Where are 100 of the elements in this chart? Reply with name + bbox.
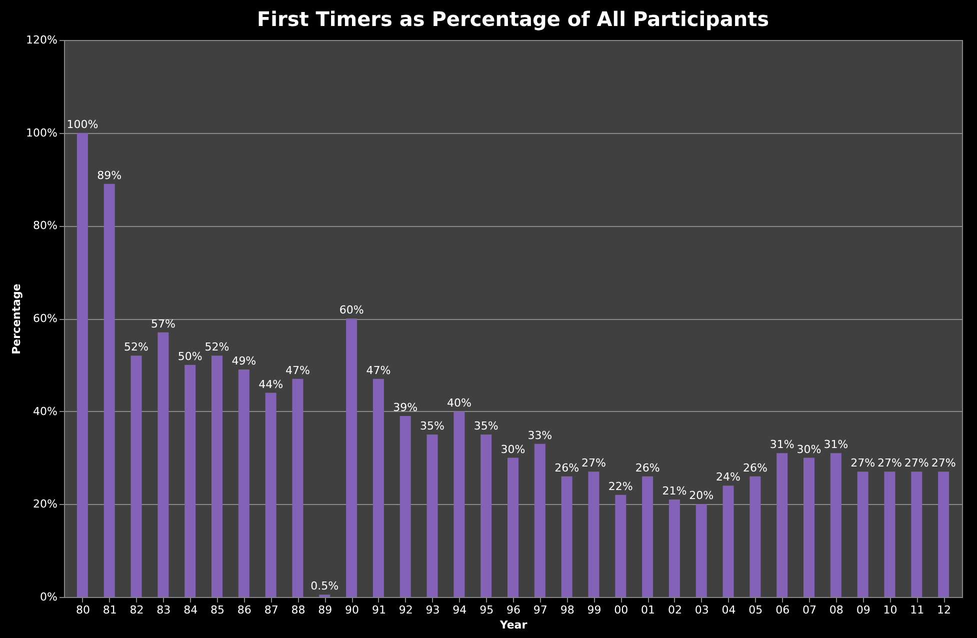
data-label: 26%	[635, 461, 660, 474]
x-tick-label: 12	[937, 604, 952, 616]
x-tick-label: 91	[372, 604, 386, 616]
data-label: 40%	[446, 396, 472, 410]
data-label: 44%	[258, 378, 284, 391]
bar	[804, 458, 814, 597]
x-tick-label: 96	[506, 604, 520, 616]
x-tick-label: 84	[184, 604, 198, 616]
data-label: 35%	[474, 420, 498, 433]
chart-title: First Timers as Percentage of All Participants	[256, 7, 770, 31]
x-axis-title: Year	[498, 618, 528, 632]
data-label: 60%	[339, 304, 364, 316]
bar	[776, 453, 788, 597]
bar	[508, 458, 518, 597]
bar	[130, 356, 142, 597]
x-tick-label: 86	[237, 604, 252, 616]
x-tick-label: 82	[130, 604, 144, 616]
x-tick-label: 87	[264, 604, 278, 616]
data-label: 57%	[150, 317, 176, 330]
bar	[534, 444, 546, 597]
x-tick-label: 06	[776, 604, 790, 616]
data-label: 27%	[850, 456, 876, 470]
data-label: 21%	[662, 484, 687, 498]
x-tick-label: 85	[210, 604, 224, 616]
bar	[426, 434, 438, 597]
bar	[158, 332, 169, 597]
x-tick-label: 99	[587, 604, 602, 616]
bar	[884, 472, 896, 597]
bar	[615, 494, 626, 597]
data-label: 47%	[366, 364, 391, 377]
data-label: 0.5%	[310, 580, 339, 593]
data-label: 49%	[232, 354, 256, 368]
data-label: 33%	[528, 428, 552, 442]
bar	[911, 472, 922, 597]
x-tick-label: 93	[426, 604, 440, 616]
x-tick-label: 11	[910, 604, 924, 616]
y-tick-label: 40%	[33, 404, 58, 418]
bar	[561, 476, 572, 597]
x-tick-label: 00	[614, 604, 628, 616]
bar	[696, 504, 707, 597]
data-label: 31%	[770, 438, 794, 452]
data-label: 22%	[608, 480, 633, 493]
x-tick-label: 07	[802, 604, 816, 616]
bar	[750, 476, 761, 597]
bar	[588, 472, 600, 597]
data-label: 27%	[878, 456, 902, 470]
y-tick-label: 20%	[33, 498, 58, 511]
data-label: 30%	[500, 442, 526, 456]
bar	[400, 416, 411, 597]
x-tick-label: 97	[533, 604, 548, 616]
bar	[372, 378, 384, 597]
bar	[292, 378, 304, 597]
bar	[830, 453, 842, 597]
bar	[238, 370, 250, 597]
x-tick-label: 81	[102, 604, 117, 616]
bar	[642, 476, 654, 597]
data-label: 100%	[66, 118, 98, 131]
x-tick-label: 03	[694, 604, 709, 616]
x-tick-label: 89	[318, 604, 332, 616]
bar	[454, 411, 465, 597]
bar	[76, 132, 88, 597]
bar	[722, 486, 734, 597]
x-tick-label: 05	[748, 604, 763, 616]
x-tick-label: 95	[480, 604, 494, 616]
bar	[346, 318, 358, 597]
bar	[104, 184, 115, 597]
data-label: 27%	[582, 456, 606, 470]
bar	[480, 434, 492, 597]
data-label: 30%	[796, 442, 822, 456]
data-label: 26%	[742, 461, 768, 474]
data-label: 26%	[554, 461, 580, 474]
data-label: 52%	[204, 340, 230, 354]
data-label: 31%	[824, 438, 848, 452]
data-label: 27%	[904, 456, 929, 470]
data-label: 24%	[716, 470, 740, 484]
bar	[857, 472, 868, 597]
y-tick-label: 60%	[33, 312, 58, 325]
x-tick-label: 98	[560, 604, 574, 616]
x-tick-label: 92	[398, 604, 413, 616]
data-label: 50%	[178, 350, 202, 363]
y-axis-title: Percentage	[10, 284, 24, 354]
bar	[212, 356, 222, 597]
data-label: 20%	[689, 489, 714, 502]
bar	[184, 364, 196, 597]
x-tick-label: 94	[452, 604, 467, 616]
x-tick-label: 90	[345, 604, 360, 616]
y-tick-label: 0%	[40, 590, 58, 604]
data-label: 89%	[97, 168, 122, 182]
x-tick-label: 09	[856, 604, 870, 616]
x-tick-label: 80	[76, 604, 90, 616]
data-label: 39%	[393, 400, 418, 414]
bar	[938, 472, 950, 597]
y-tick-label: 100%	[26, 126, 58, 140]
x-tick-label: 83	[156, 604, 171, 616]
x-tick-label: 01	[641, 604, 656, 616]
x-tick-label: 02	[668, 604, 682, 616]
y-tick-label: 120%	[26, 34, 58, 46]
x-tick-label: 04	[722, 604, 736, 616]
data-label: 27%	[931, 456, 956, 470]
data-label: 35%	[420, 420, 444, 433]
